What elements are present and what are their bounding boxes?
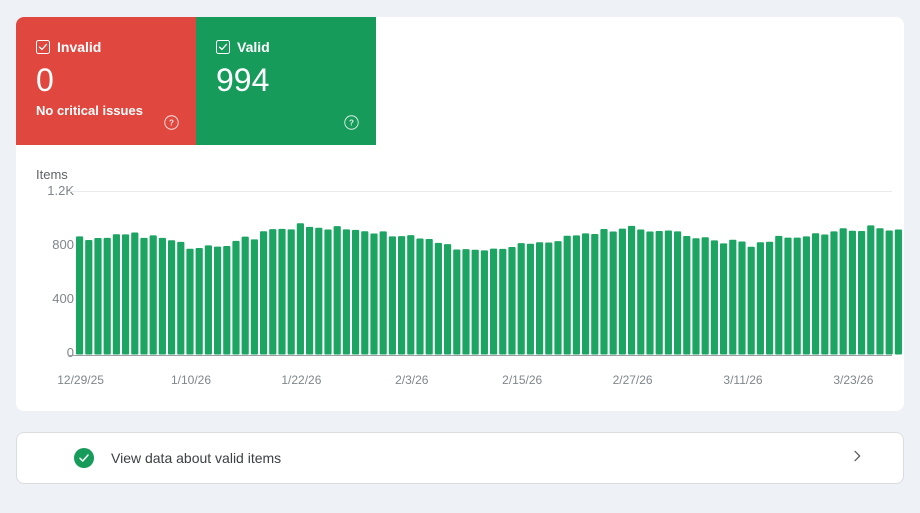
svg-text:?: ? — [169, 119, 174, 128]
svg-text:?: ? — [349, 119, 354, 128]
